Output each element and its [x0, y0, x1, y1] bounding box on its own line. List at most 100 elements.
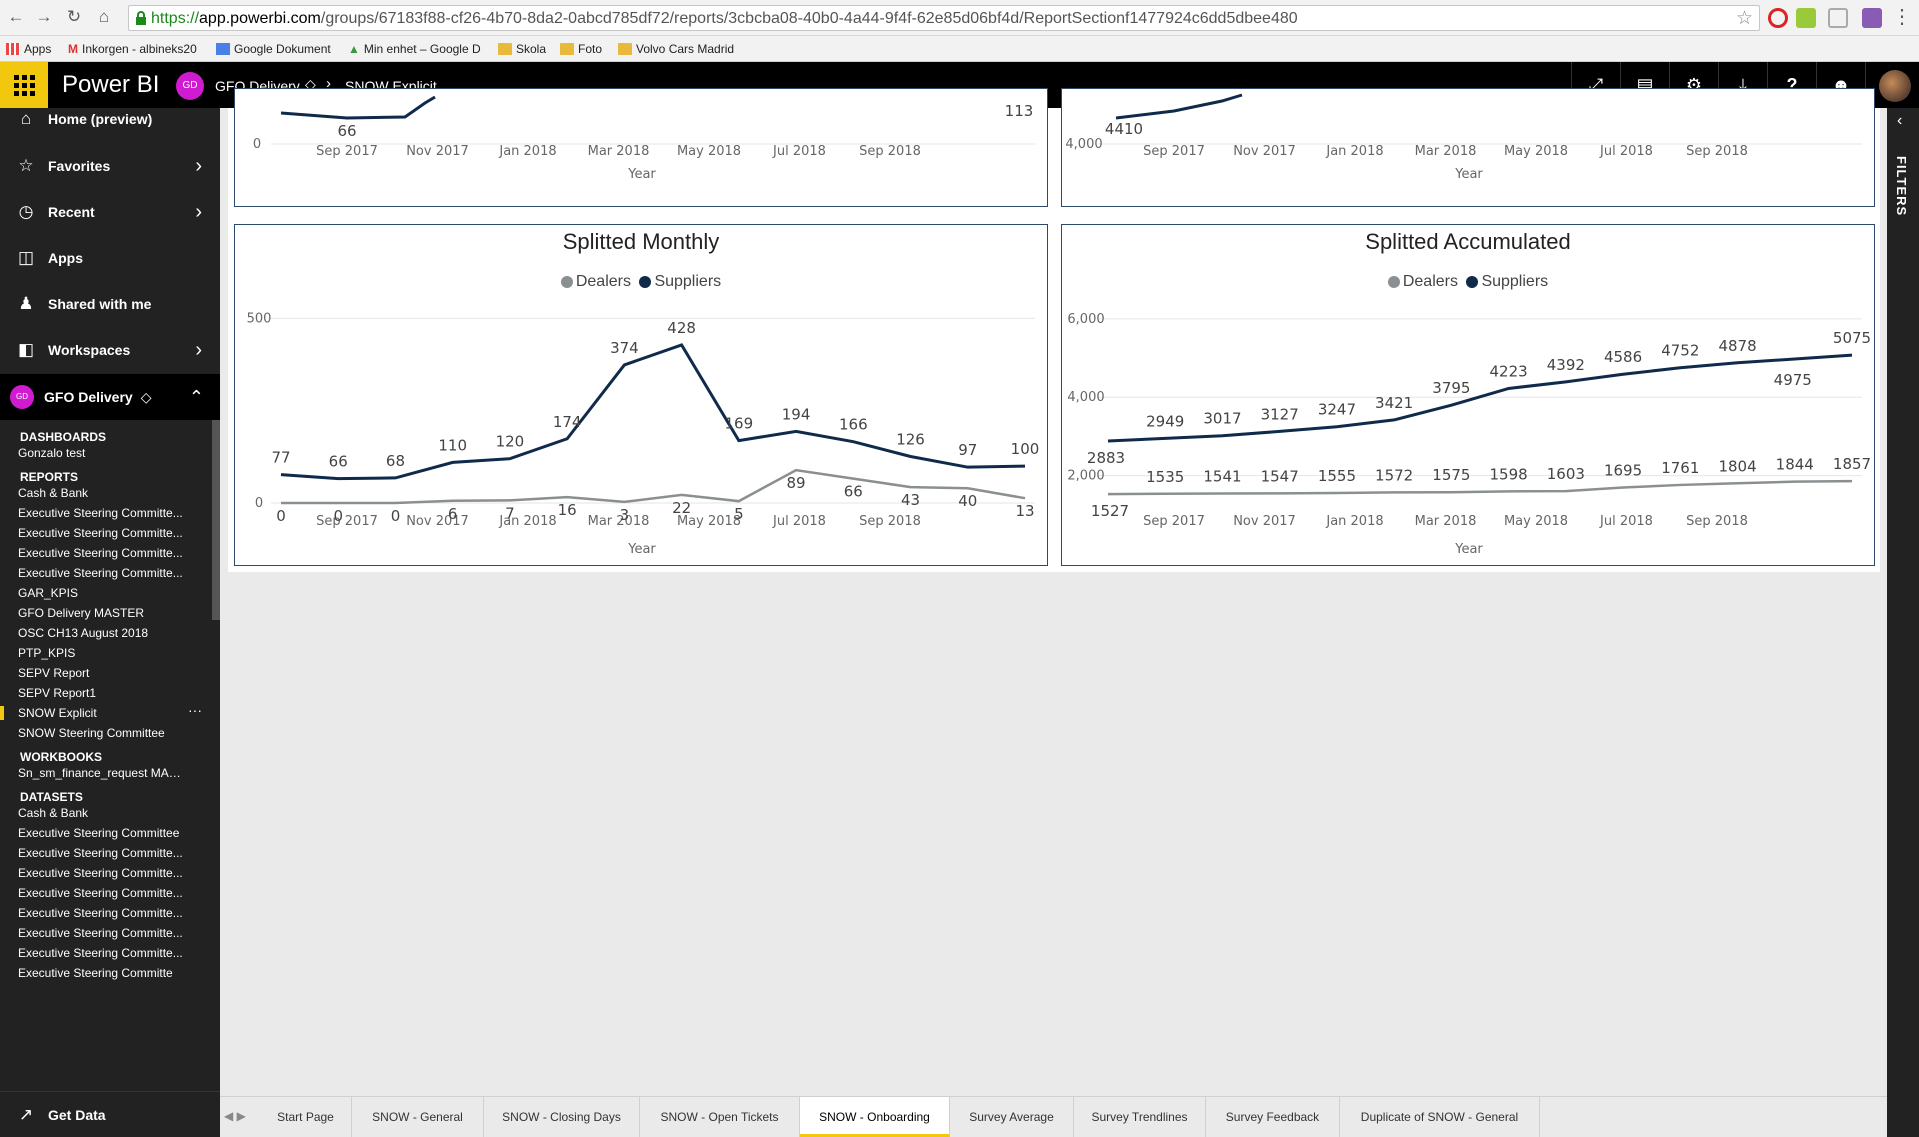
bookmark-star-icon[interactable]: ☆ [1735, 8, 1753, 29]
extension-icon[interactable] [1796, 8, 1816, 28]
app-name[interactable]: Power BI [62, 71, 160, 98]
shield-extension-icon[interactable] [1828, 8, 1848, 28]
y-tick-label: 0 [255, 496, 263, 511]
app-launcher-icon[interactable] [0, 62, 48, 108]
dataset-item[interactable]: Executive Steering Committe... [18, 906, 183, 920]
nav-recent[interactable]: ◷ Recent › [0, 189, 220, 235]
x-tick-label: Sep 2018 [859, 144, 921, 159]
filters-pane[interactable]: ‹ FILTERS [1887, 108, 1919, 1137]
nav-shared[interactable]: ♟ Shared with me [0, 281, 220, 327]
x-tick-label: Jan 2018 [498, 144, 556, 159]
workbook-item[interactable]: Sn_sm_finance_request MAST... [18, 766, 188, 780]
tab-survey-feedback[interactable]: Survey Feedback [1206, 1097, 1340, 1137]
nav-workspaces[interactable]: ◧ Workspaces › [0, 327, 220, 373]
chevron-right-icon[interactable]: › [195, 338, 202, 361]
back-icon[interactable]: ← [7, 7, 25, 26]
tab-snow-general[interactable]: SNOW - General [352, 1097, 484, 1137]
bookmark-google-drive[interactable]: ▲ Min enhet – Google D [348, 42, 481, 56]
dataset-item[interactable]: Executive Steering Committe [18, 966, 173, 980]
nav-home[interactable]: ⌂ Home (preview) [0, 96, 220, 142]
x-tick-label: Jul 2018 [772, 144, 826, 159]
opera-icon[interactable] [1768, 8, 1788, 28]
bookmark-gmail[interactable]: M Inkorgen - albineks20 [68, 42, 197, 56]
chart-splitted-accumulated[interactable]: Splitted Accumulated Dealers Suppliers 2… [1061, 224, 1875, 566]
report-item[interactable]: SEPV Report1 [18, 686, 97, 700]
data-label-dealers: 0 [333, 507, 343, 525]
legend-suppliers[interactable]: Suppliers [639, 273, 721, 290]
legend-suppliers[interactable]: Suppliers [1466, 273, 1548, 290]
forward-icon[interactable]: → [35, 7, 53, 26]
dashboard-item[interactable]: Gonzalo test [18, 446, 86, 460]
report-item[interactable]: OSC CH13 August 2018 [18, 626, 149, 640]
data-label-dealers: 1603 [1547, 465, 1585, 483]
nav-favorites[interactable]: ☆ Favorites › [0, 143, 220, 189]
chart-top-right[interactable]: 4,000 Sep 2017 Nov 2017 Jan 2018 Mar 2018 May… [1061, 88, 1875, 207]
report-item[interactable]: SEPV Report [18, 666, 90, 680]
get-data-button[interactable]: ↗ Get Data [0, 1091, 220, 1137]
more-options-icon[interactable]: ··· [188, 702, 202, 718]
dataset-item[interactable]: Executive Steering Committe... [18, 946, 183, 960]
help-icon[interactable]: ? [1767, 62, 1816, 108]
bookmark-google-docs[interactable]: Google Dokument [216, 41, 331, 57]
dataset-item[interactable]: Executive Steering Committee [18, 826, 180, 840]
report-item[interactable]: GAR_KPIS [18, 586, 79, 600]
dataset-item[interactable]: Executive Steering Committe... [18, 866, 183, 880]
dataset-item[interactable]: Cash & Bank [18, 806, 89, 820]
legend-dealers[interactable]: Dealers [1387, 273, 1458, 290]
x-tick-label: Sep 2018 [1686, 144, 1748, 159]
x-tick-label: Nov 2017 [406, 144, 469, 159]
chart-top-left[interactable]: 0 Sep 2017 Nov 2017 Jan 2018 Mar 2018 May 201… [234, 88, 1048, 207]
chevron-right-icon[interactable]: › [195, 200, 202, 223]
report-item[interactable]: Executive Steering Committe... [18, 526, 183, 540]
chart-legend: Dealers Suppliers [1062, 273, 1874, 291]
tab-start-page[interactable]: Start Page [260, 1097, 352, 1137]
tab-snow-open-tickets[interactable]: SNOW - Open Tickets [640, 1097, 800, 1137]
chevron-left-icon[interactable]: ‹ [1897, 112, 1903, 129]
series-line [1115, 93, 1243, 120]
report-item[interactable]: PTP_KPIS [18, 646, 76, 660]
report-item[interactable]: Executive Steering Committe... [18, 566, 183, 580]
tab-survey-average[interactable]: Survey Average [950, 1097, 1074, 1137]
report-item[interactable]: Executive Steering Committe... [18, 506, 183, 520]
report-item[interactable]: Cash & Bank [18, 486, 89, 500]
user-menu[interactable] [1865, 62, 1919, 108]
report-item[interactable]: Executive Steering Committe... [18, 546, 183, 560]
data-label-dealers: 1555 [1318, 467, 1356, 485]
legend-dealers[interactable]: Dealers [560, 273, 631, 290]
report-item-active[interactable]: SNOW Explicit ··· [0, 702, 212, 724]
nav-apps[interactable]: ◫ Apps [0, 235, 220, 281]
premium-diamond-icon: ◇ [305, 76, 316, 92]
home-icon[interactable]: ⌂ [98, 7, 110, 26]
dataset-item[interactable]: Executive Steering Committe... [18, 886, 183, 900]
menu-icon[interactable]: ⋮ [1892, 6, 1912, 28]
pdf-extension-icon[interactable] [1862, 8, 1882, 28]
bookmark-apps[interactable]: Apps [6, 41, 51, 57]
dataset-item[interactable]: Executive Steering Committe... [18, 846, 183, 860]
data-label-suppliers: 77 [271, 449, 290, 467]
data-label: 66 [337, 122, 356, 140]
chevron-up-icon[interactable]: ⌃ [188, 386, 204, 407]
nav-current-workspace[interactable]: GD GFO Delivery ◇ ⌃ [0, 374, 220, 420]
x-tick-label: Mar 2018 [588, 514, 650, 529]
workspace-content-list[interactable]: DASHBOARDS Gonzalo test REPORTS Cash & B… [0, 420, 212, 1088]
chevron-right-icon[interactable]: › [195, 154, 202, 177]
tab-snow-closing-days[interactable]: SNOW - Closing Days [484, 1097, 640, 1137]
scrollbar[interactable] [212, 420, 220, 620]
tab-survey-trendlines[interactable]: Survey Trendlines [1074, 1097, 1206, 1137]
chart-splitted-monthly[interactable]: Splitted Monthly Dealers Suppliers 0 500 S… [234, 224, 1048, 566]
dataset-item[interactable]: Executive Steering Committe... [18, 926, 183, 940]
bookmark-folder-foto[interactable]: Foto [560, 41, 602, 57]
tab-duplicate-snow-general[interactable]: Duplicate of SNOW - General [1340, 1097, 1540, 1137]
report-item[interactable]: SNOW Steering Committee [18, 726, 165, 740]
chart-legend: Dealers Suppliers [235, 273, 1047, 291]
bookmark-folder-volvo[interactable]: Volvo Cars Madrid [618, 41, 734, 57]
bookmark-folder-skola[interactable]: Skola [498, 41, 546, 57]
reload-icon[interactable]: ↻ [66, 7, 82, 26]
data-label-suppliers: 166 [839, 416, 868, 434]
download-icon[interactable]: ⤓ [1718, 62, 1767, 108]
report-item[interactable]: GFO Delivery MASTER [18, 606, 145, 620]
tab-scroll-arrows-icon[interactable]: ◀ ▶ [224, 1109, 246, 1123]
address-bar[interactable]: https://app.powerbi.com/groups/67183f88-… [128, 5, 1760, 31]
tab-snow-onboarding[interactable]: SNOW - Onboarding [800, 1097, 950, 1137]
